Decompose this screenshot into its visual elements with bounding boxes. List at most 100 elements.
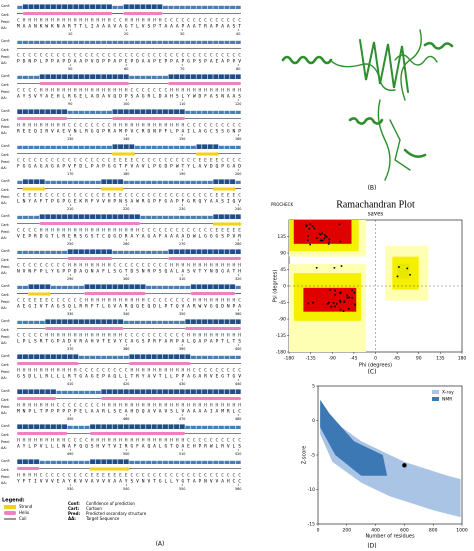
confidence-bar bbox=[218, 145, 224, 149]
confidence-bar bbox=[95, 424, 101, 429]
confidence-bar bbox=[50, 74, 56, 79]
confidence-bar bbox=[218, 74, 224, 79]
confidence-bar bbox=[56, 4, 62, 9]
confidence-bar bbox=[213, 389, 219, 394]
confidence-bar bbox=[207, 144, 213, 149]
confidence-bar bbox=[118, 459, 124, 464]
residue-number: 370 bbox=[67, 347, 73, 351]
confidence-bar bbox=[224, 40, 230, 44]
confidence-bar bbox=[84, 4, 90, 9]
confidence-bar bbox=[157, 424, 163, 429]
residue-points bbox=[305, 223, 411, 312]
confidence-bar bbox=[224, 249, 230, 254]
residue-number: 190 bbox=[179, 172, 185, 176]
confidence-bar bbox=[224, 145, 230, 149]
residue-point bbox=[332, 302, 335, 304]
residue-point bbox=[327, 243, 330, 245]
row-label: Conf: bbox=[1, 249, 10, 253]
confidence-bar bbox=[235, 145, 241, 149]
confidence-bar bbox=[134, 109, 140, 114]
confidence-bar bbox=[174, 320, 180, 324]
confidence-bar bbox=[56, 74, 62, 79]
row-label: Conf: bbox=[1, 459, 10, 463]
confidence-bar bbox=[73, 145, 79, 149]
legend-label: X-ray bbox=[442, 390, 454, 396]
residue-point bbox=[319, 233, 322, 236]
confidence-bar bbox=[62, 145, 68, 149]
confidence-bar bbox=[34, 40, 40, 44]
confidence-bar bbox=[101, 214, 107, 219]
confidence-bar bbox=[78, 319, 84, 324]
confidence-bar bbox=[123, 74, 129, 79]
coil-ribbon bbox=[329, 59, 396, 91]
confidence-bar bbox=[207, 284, 213, 289]
confidence-bar bbox=[168, 40, 174, 44]
confidence-bar bbox=[218, 40, 224, 44]
confidence-bar bbox=[67, 40, 73, 44]
confidence-bar bbox=[207, 5, 213, 9]
residue-point bbox=[339, 308, 342, 311]
y-tick-label: -10 bbox=[308, 487, 315, 493]
confidence-bar bbox=[62, 424, 68, 429]
y-axis-label: Psi (degrees) bbox=[273, 270, 279, 303]
helix-ribbon bbox=[281, 55, 333, 65]
confidence-bar bbox=[106, 110, 112, 114]
confidence-bar bbox=[45, 109, 51, 114]
helix-ribbon bbox=[403, 41, 454, 158]
residue-number: 310 bbox=[179, 277, 185, 281]
confidence-bar bbox=[73, 110, 79, 114]
confidence-bar bbox=[45, 354, 51, 359]
confidence-bar bbox=[190, 284, 196, 289]
confidence-bar bbox=[90, 110, 96, 114]
confidence-bar bbox=[123, 389, 129, 394]
confidence-bar bbox=[45, 250, 51, 254]
panel-label: (C) bbox=[368, 369, 377, 376]
helix-cartoon bbox=[17, 397, 57, 400]
confidence-bar bbox=[50, 145, 56, 149]
confidence-bar bbox=[157, 215, 163, 219]
residue-point bbox=[406, 267, 409, 270]
confidence-bar bbox=[106, 319, 112, 324]
confidence-bar bbox=[62, 4, 68, 9]
confidence-bar bbox=[218, 284, 224, 289]
confidence-bar bbox=[28, 75, 34, 79]
residue-point bbox=[333, 266, 336, 269]
confidence-bar bbox=[56, 319, 62, 324]
helix-cartoon bbox=[129, 362, 191, 365]
confidence-bar bbox=[185, 5, 191, 9]
panel-label: (D) bbox=[367, 543, 376, 550]
row-label: AA: bbox=[1, 446, 7, 450]
confidence-bar bbox=[84, 74, 90, 79]
confidence-bar bbox=[202, 74, 208, 79]
x-tick-label: 600 bbox=[400, 528, 409, 534]
confidence-bar bbox=[168, 145, 174, 149]
confidence-bar bbox=[129, 144, 135, 149]
helix-cartoon bbox=[190, 292, 236, 295]
confidence-bar bbox=[39, 179, 45, 184]
confidence-bar bbox=[118, 109, 124, 114]
confidence-bar bbox=[123, 4, 129, 9]
confidence-bar bbox=[39, 320, 45, 324]
confidence-bar bbox=[174, 145, 180, 149]
predicted-structure: HHHHHHHCCCCCCCCHHHHHHHHHHHHHHHHHHHHHHHHH bbox=[17, 403, 241, 409]
confidence-bar bbox=[106, 389, 112, 394]
confidence-bar bbox=[235, 214, 241, 219]
residue-point bbox=[305, 224, 308, 227]
confidence-bar bbox=[185, 74, 191, 79]
coil-ribbon bbox=[377, 99, 411, 181]
predicted-structure: CCCCHHHHHHHHHHHHHHHHCCCCCCCHHHHHHHHHHHHH bbox=[17, 88, 241, 94]
residue-point bbox=[334, 289, 336, 292]
confidence-bar bbox=[22, 285, 28, 289]
confidence-bar bbox=[95, 4, 101, 9]
confidence-bar bbox=[62, 460, 68, 464]
residue-number: 80 bbox=[236, 67, 240, 71]
confidence-bar bbox=[190, 5, 196, 9]
confidence-bar bbox=[129, 40, 135, 44]
confidence-bar bbox=[22, 4, 28, 9]
confidence-bar bbox=[129, 354, 135, 359]
confidence-bar bbox=[50, 389, 56, 394]
confidence-bar bbox=[62, 390, 68, 394]
confidence-bar bbox=[67, 285, 73, 289]
residue-point bbox=[354, 303, 356, 306]
residue-point bbox=[324, 234, 326, 236]
